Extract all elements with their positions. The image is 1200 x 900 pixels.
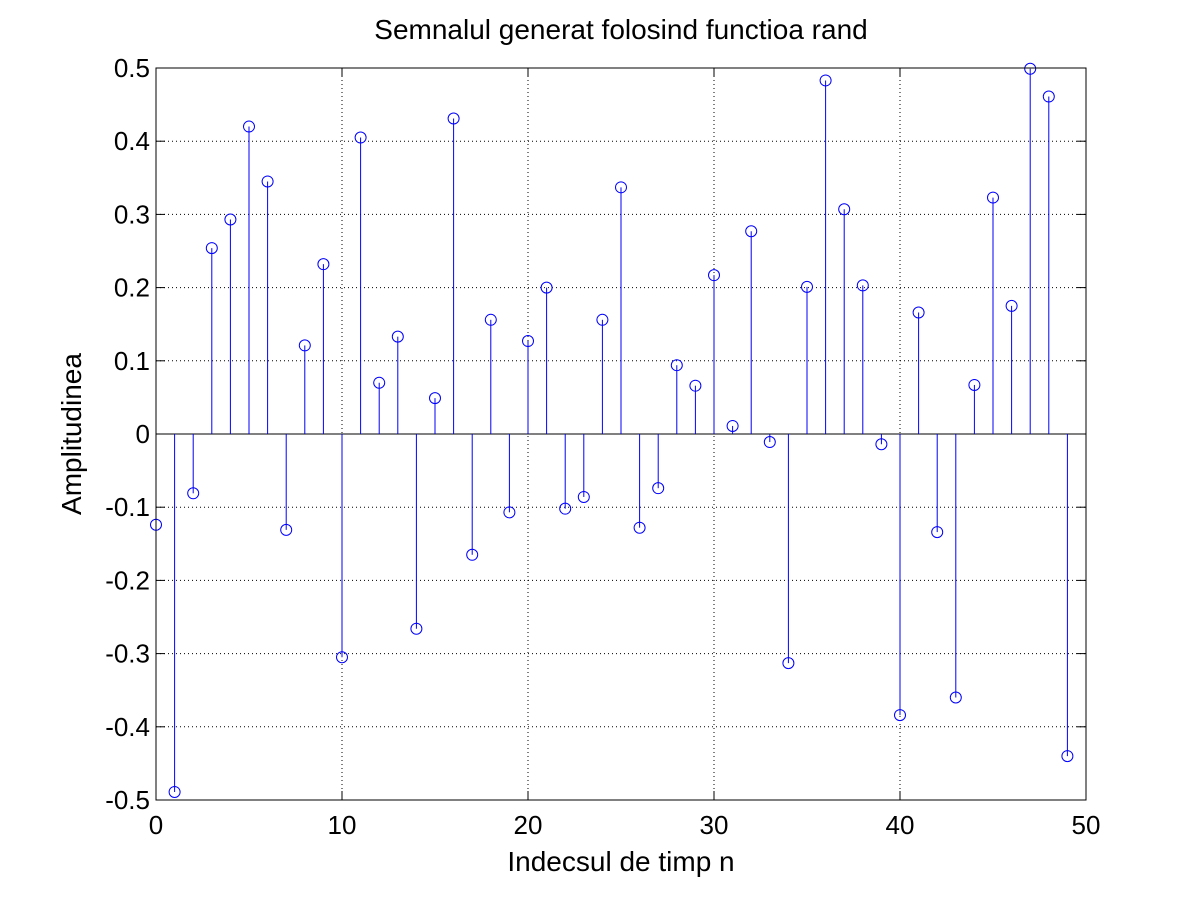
stem-marker	[987, 191, 999, 204]
stem-marker	[1042, 90, 1055, 103]
stem-marker	[447, 112, 460, 125]
y-tick-label: 0.1	[114, 346, 150, 376]
y-axis-label: Amplitudinea	[56, 353, 87, 515]
stem-marker	[838, 203, 851, 216]
stem-marker	[801, 280, 813, 293]
stem-marker	[522, 335, 534, 348]
stem-marker	[503, 506, 516, 519]
stem-marker	[298, 339, 311, 352]
stem-marker	[168, 785, 181, 798]
stem-marker	[429, 392, 441, 405]
stem-marker	[875, 438, 888, 451]
stem-marker	[1024, 62, 1037, 75]
stem-marker	[763, 436, 776, 449]
stem-marker	[1005, 299, 1018, 312]
y-tick-label: -0.4	[105, 712, 150, 742]
stem-marker	[894, 709, 906, 722]
stem-marker	[540, 281, 553, 294]
stem-marker	[912, 306, 925, 319]
x-axis-label: Indecsul de timp n	[507, 846, 735, 877]
y-tick-label: -0.1	[105, 492, 150, 522]
x-tick-label: 30	[700, 810, 729, 840]
stem-marker	[745, 225, 758, 238]
stem-marker	[484, 313, 497, 326]
stem-marker	[726, 419, 739, 432]
stem-marker	[1061, 750, 1074, 763]
y-tick-label: -0.5	[105, 785, 150, 815]
stem-marker	[373, 376, 386, 389]
stem-marker	[187, 487, 200, 500]
stem-marker	[354, 131, 367, 144]
stem-marker	[856, 279, 869, 292]
stem-marker	[280, 523, 293, 536]
stem-marker	[559, 502, 572, 515]
y-tick-label: 0	[136, 419, 150, 449]
stem-marker	[336, 651, 348, 664]
stem-marker	[931, 526, 944, 539]
stem-marker	[466, 548, 479, 561]
y-tick-label: -0.3	[105, 639, 150, 669]
x-tick-label: 20	[514, 810, 543, 840]
y-tick-label: 0.3	[114, 199, 150, 229]
x-tick-label: 0	[149, 810, 163, 840]
stem-marker	[670, 359, 683, 372]
stem-marker	[633, 521, 646, 534]
stem-marker	[652, 482, 665, 495]
stem-marker	[615, 181, 627, 194]
stem-marker	[224, 213, 237, 226]
stem-marker	[317, 258, 330, 271]
stem-marker	[782, 657, 795, 670]
x-tick-label: 10	[328, 810, 357, 840]
stem-marker	[261, 175, 274, 188]
x-tick-label: 40	[886, 810, 915, 840]
stem-marker	[968, 378, 981, 391]
stem-marker	[596, 313, 609, 326]
stem-marker	[410, 622, 423, 635]
stem-marker	[577, 490, 590, 503]
stem-marker	[708, 269, 720, 282]
stem-marker	[689, 379, 702, 392]
y-tick-label: 0.4	[114, 126, 150, 156]
y-tick-label: -0.2	[105, 565, 150, 595]
stem-marker	[205, 242, 218, 255]
x-tick-label: 50	[1072, 810, 1101, 840]
y-tick-label: 0.2	[114, 273, 150, 303]
chart-title: Semnalul generat folosind functioa rand	[374, 14, 868, 45]
stem-marker	[949, 691, 962, 704]
stem-marker	[819, 74, 832, 87]
stem-marker	[243, 120, 255, 133]
y-tick-label: 0.5	[114, 53, 150, 83]
stem-marker	[391, 330, 404, 343]
